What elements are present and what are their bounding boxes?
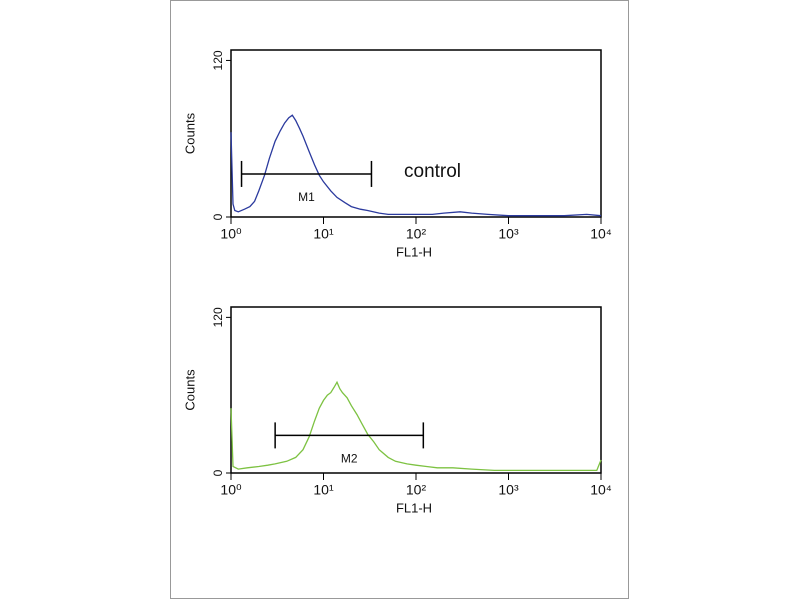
marker-label: M1: [298, 190, 315, 204]
x-tick-label: 10⁰: [220, 482, 242, 498]
x-tick-label: 10³: [498, 226, 519, 242]
x-tick-label: 10²: [406, 482, 427, 498]
x-tick-label: 10²: [406, 226, 427, 242]
y-axis-label: Counts: [182, 112, 197, 154]
y-tick-label: 120: [211, 307, 225, 327]
x-tick-label: 10¹: [313, 482, 334, 498]
x-tick-label: 10¹: [313, 226, 334, 242]
y-tick-label: 0: [211, 469, 225, 476]
x-axis-label: FL1-H: [396, 244, 432, 259]
y-axis-label: Counts: [182, 369, 197, 411]
marker-label: M2: [341, 452, 358, 466]
x-tick-label: 10⁴: [590, 226, 612, 242]
x-tick-label: 10⁰: [220, 226, 242, 242]
histogram-line: [230, 114, 602, 217]
x-tick-label: 10³: [498, 482, 519, 498]
annotation: control: [404, 161, 461, 182]
histogram-line: [230, 380, 602, 472]
frame: [170, 0, 629, 599]
y-tick-label: 0: [211, 213, 225, 220]
x-axis-label: FL1-H: [396, 500, 432, 515]
y-tick-label: 120: [211, 50, 225, 70]
x-tick-label: 10⁴: [590, 482, 612, 498]
